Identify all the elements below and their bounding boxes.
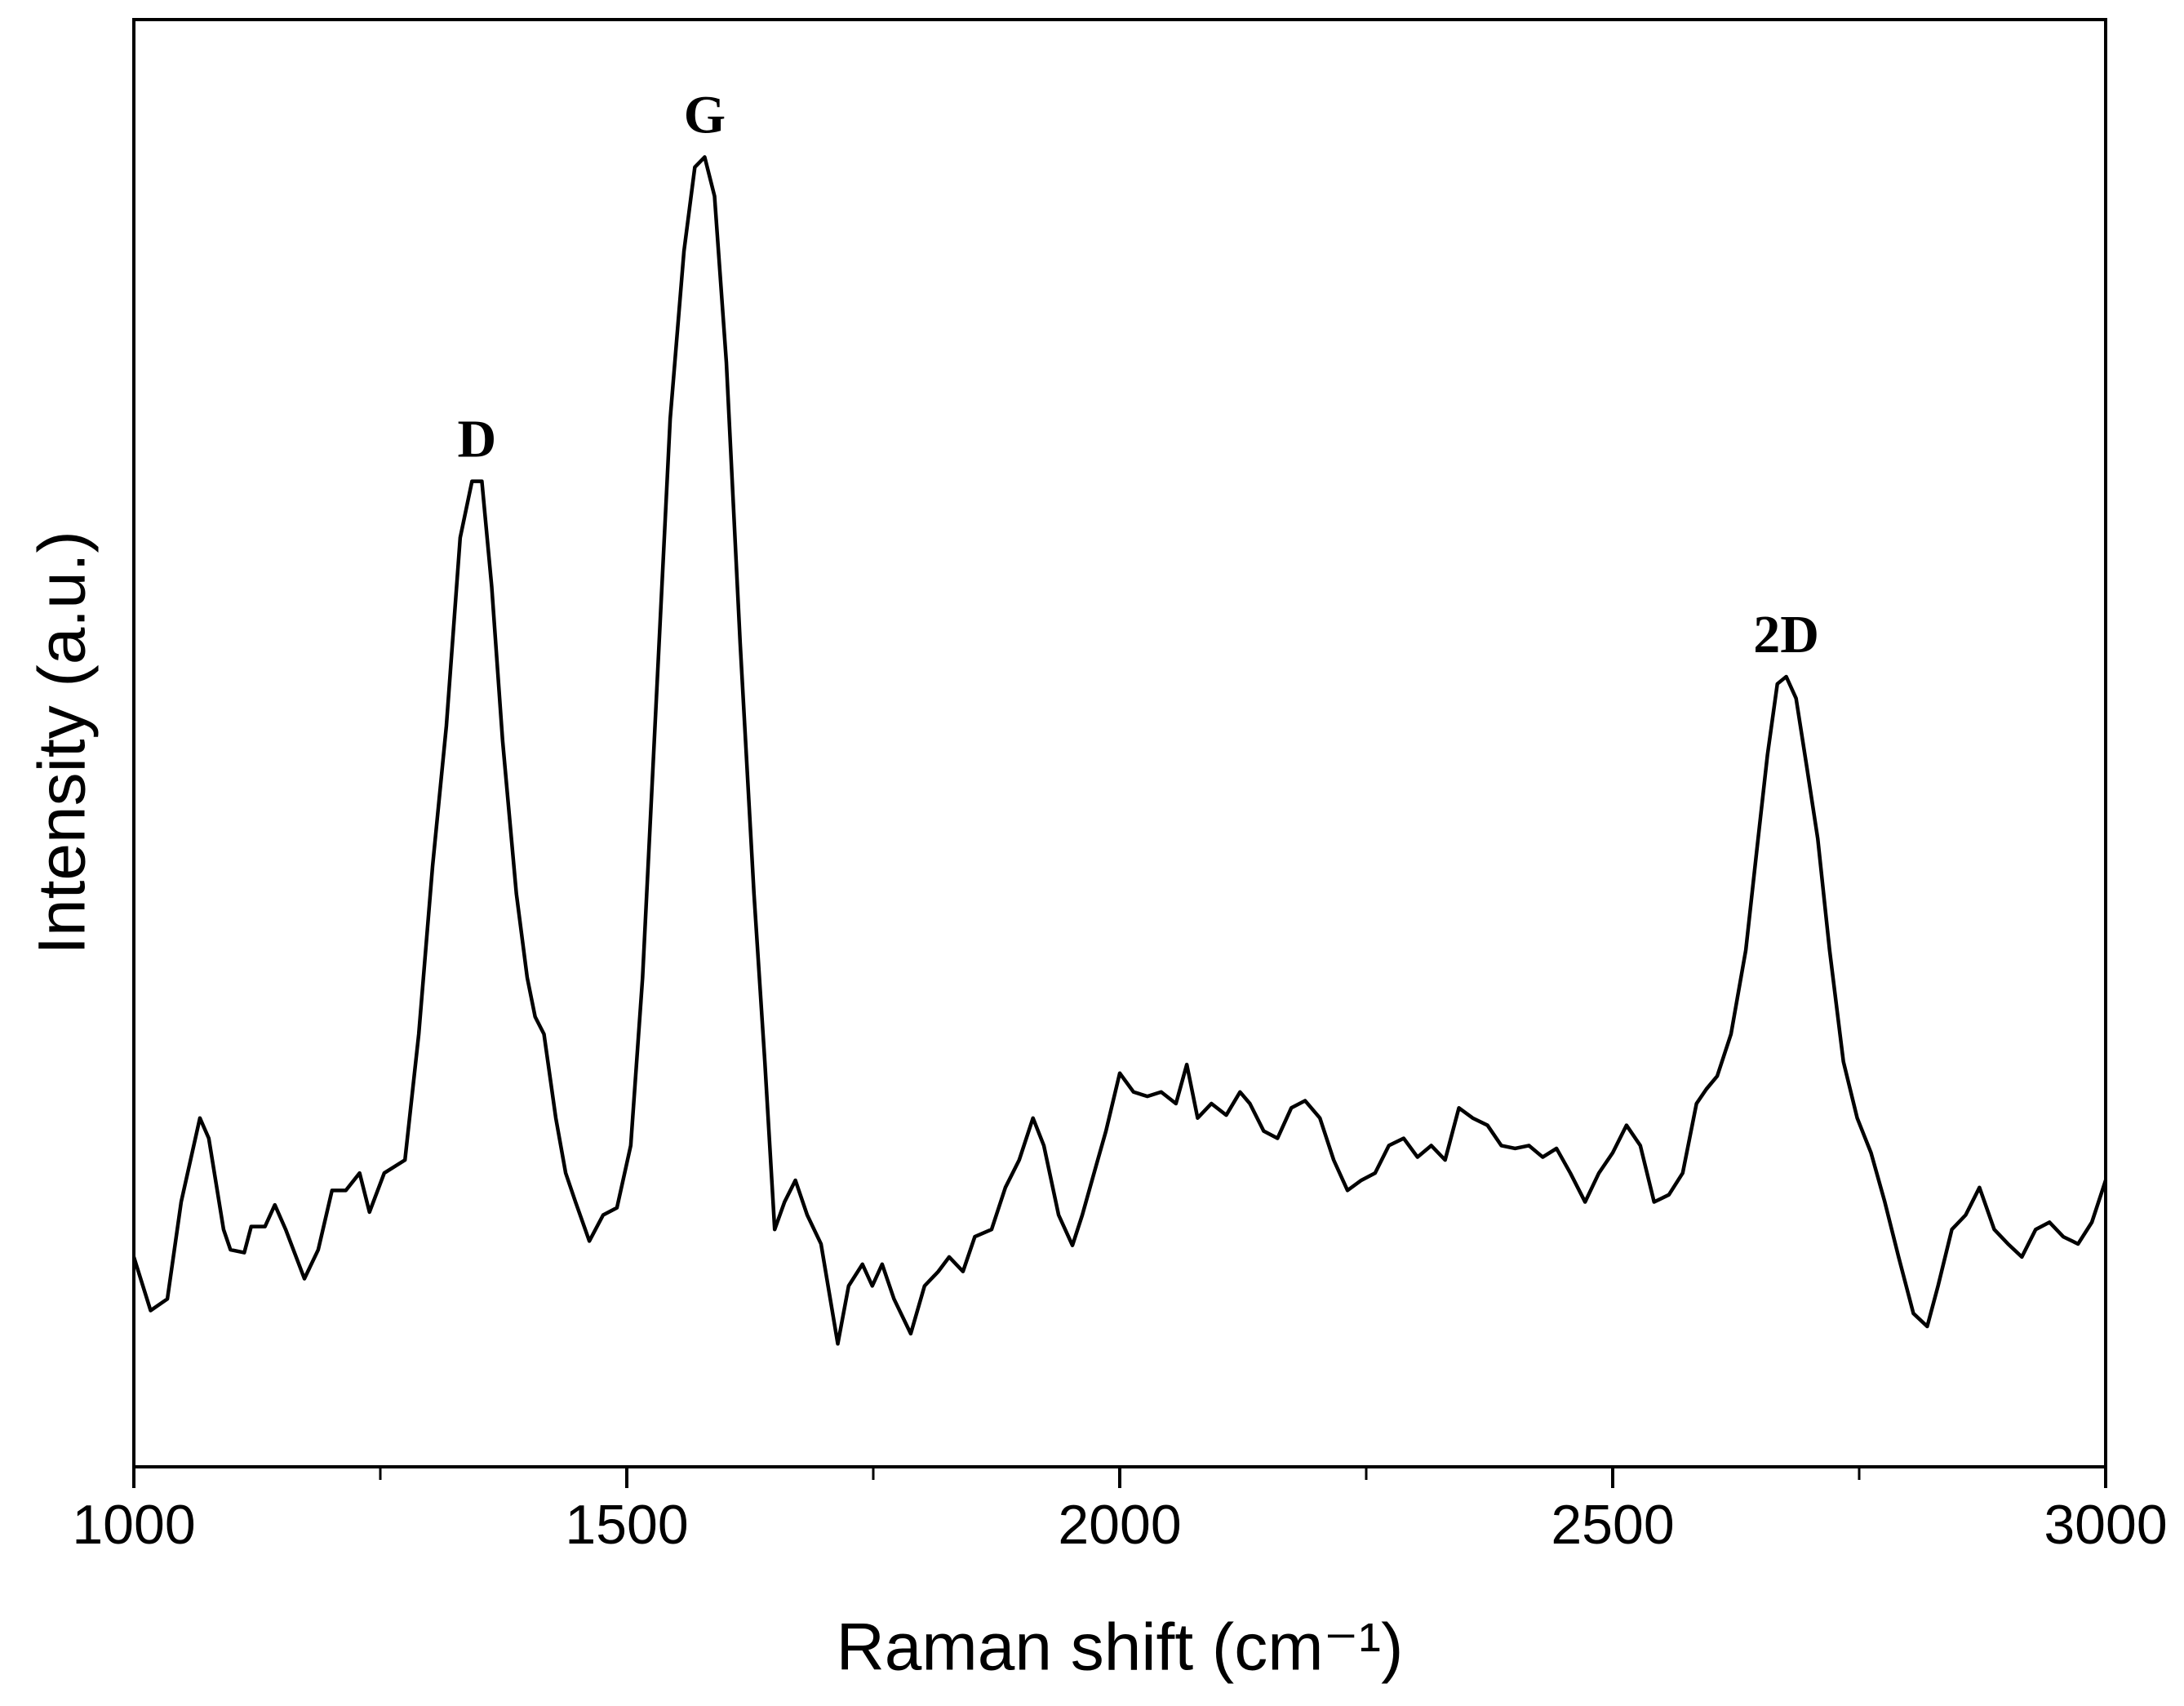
peak-label: 2D [1753, 605, 1819, 664]
spectrum-line [131, 155, 2108, 1346]
x-tick-label: 2500 [1551, 1494, 1674, 1556]
y-axis-title: Intensity (a.u.) [25, 531, 100, 955]
x-tick-label: 1500 [565, 1494, 688, 1556]
x-axis-title: Raman shift (cm⁻¹) [837, 1610, 1404, 1685]
peak-label: G [684, 85, 726, 144]
plot-frame [132, 18, 2107, 1468]
x-tick-label: 2000 [1058, 1494, 1181, 1556]
x-tick-label: 3000 [2044, 1494, 2167, 1556]
x-tick-label: 1000 [72, 1494, 195, 1556]
peak-label: D [458, 410, 497, 469]
